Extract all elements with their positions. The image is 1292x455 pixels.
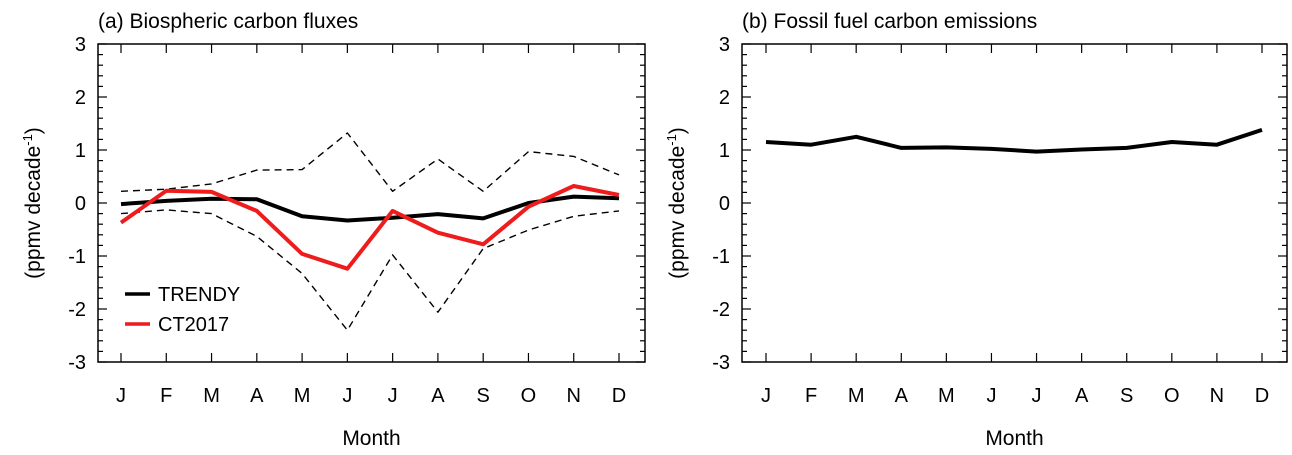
x-tick-label: M bbox=[938, 385, 955, 407]
x-tick-label: M bbox=[848, 385, 865, 407]
y-axis-label-close: ) bbox=[666, 127, 689, 134]
y-tick-label: -1 bbox=[68, 246, 86, 268]
series-line-ct2017 bbox=[119, 184, 620, 271]
y-axis-label-close: ) bbox=[22, 127, 45, 134]
x-axis-label: Month bbox=[342, 427, 400, 450]
x-tick-label: M bbox=[203, 385, 220, 407]
y-tick-label: 2 bbox=[719, 87, 730, 109]
x-tick-label: J bbox=[342, 385, 352, 407]
x-tick-label: J bbox=[761, 385, 771, 407]
y-tick-label: 3 bbox=[719, 34, 730, 56]
x-tick-label: J bbox=[986, 385, 996, 407]
legend-label-ct2017: CT2017 bbox=[158, 314, 229, 336]
y-tick-label: -2 bbox=[68, 299, 86, 321]
panel-title: (b) Fossil fuel carbon emissions bbox=[742, 10, 1037, 33]
x-tick-label: A bbox=[431, 385, 445, 407]
series-line-dashed-2 bbox=[120, 132, 620, 193]
x-tick-label: A bbox=[895, 385, 909, 407]
x-tick-label: N bbox=[567, 385, 581, 407]
series-line-dashed-3 bbox=[120, 209, 620, 331]
y-tick-label: -1 bbox=[712, 246, 730, 268]
y-tick-label: 0 bbox=[75, 193, 86, 215]
y-tick-label: -2 bbox=[712, 299, 730, 321]
panel-a: (a) Biospheric carbon fluxes 3 2 1 0 -1 -2 -3 J F… bbox=[20, 10, 646, 450]
x-tick-label: F bbox=[805, 385, 817, 407]
y-axis-label: (ppmv decade-1) bbox=[664, 127, 689, 279]
y-tick-label: 1 bbox=[75, 140, 86, 162]
series-line-0 bbox=[765, 127, 1263, 154]
x-tick-label: J bbox=[116, 385, 126, 407]
x-tick-label: J bbox=[1032, 385, 1042, 407]
x-tick-label: J bbox=[388, 385, 398, 407]
y-tick-label: 3 bbox=[75, 34, 86, 56]
x-tick-label: N bbox=[1210, 385, 1224, 407]
x-tick-label: D bbox=[1255, 385, 1269, 407]
x-tick-label: D bbox=[612, 385, 626, 407]
y-axis-label-superscript: -1 bbox=[664, 134, 679, 146]
y-axis-label-superscript: -1 bbox=[20, 134, 35, 146]
x-tick-label: A bbox=[250, 385, 264, 407]
y-tick-label: 2 bbox=[75, 87, 86, 109]
y-tick-label: 0 bbox=[719, 193, 730, 215]
panel-b: (b) Fossil fuel carbon emissions 3 2 1 0 -1 -2… bbox=[664, 10, 1288, 450]
y-tick-label: -3 bbox=[68, 352, 86, 374]
y-axis-label-main: (ppmv decade bbox=[22, 146, 45, 279]
x-tick-label: A bbox=[1075, 385, 1089, 407]
panel-title: (a) Biospheric carbon fluxes bbox=[98, 10, 358, 33]
x-tick-label: S bbox=[1120, 385, 1133, 407]
x-axis-label: Month bbox=[985, 427, 1043, 450]
plot-frame bbox=[741, 43, 1288, 363]
y-tick-label: -3 bbox=[712, 352, 730, 374]
x-tick-label: F bbox=[160, 385, 172, 407]
y-axis-label-main: (ppmv decade bbox=[666, 146, 689, 279]
y-tick-label: 1 bbox=[719, 140, 730, 162]
legend-label-trendy: TRENDY bbox=[158, 284, 240, 306]
x-tick-label: O bbox=[1164, 385, 1180, 407]
x-tick-label: M bbox=[294, 385, 311, 407]
x-tick-label: O bbox=[521, 385, 537, 407]
x-tick-label: S bbox=[477, 385, 490, 407]
y-axis-label: (ppmv decade-1) bbox=[20, 127, 45, 279]
